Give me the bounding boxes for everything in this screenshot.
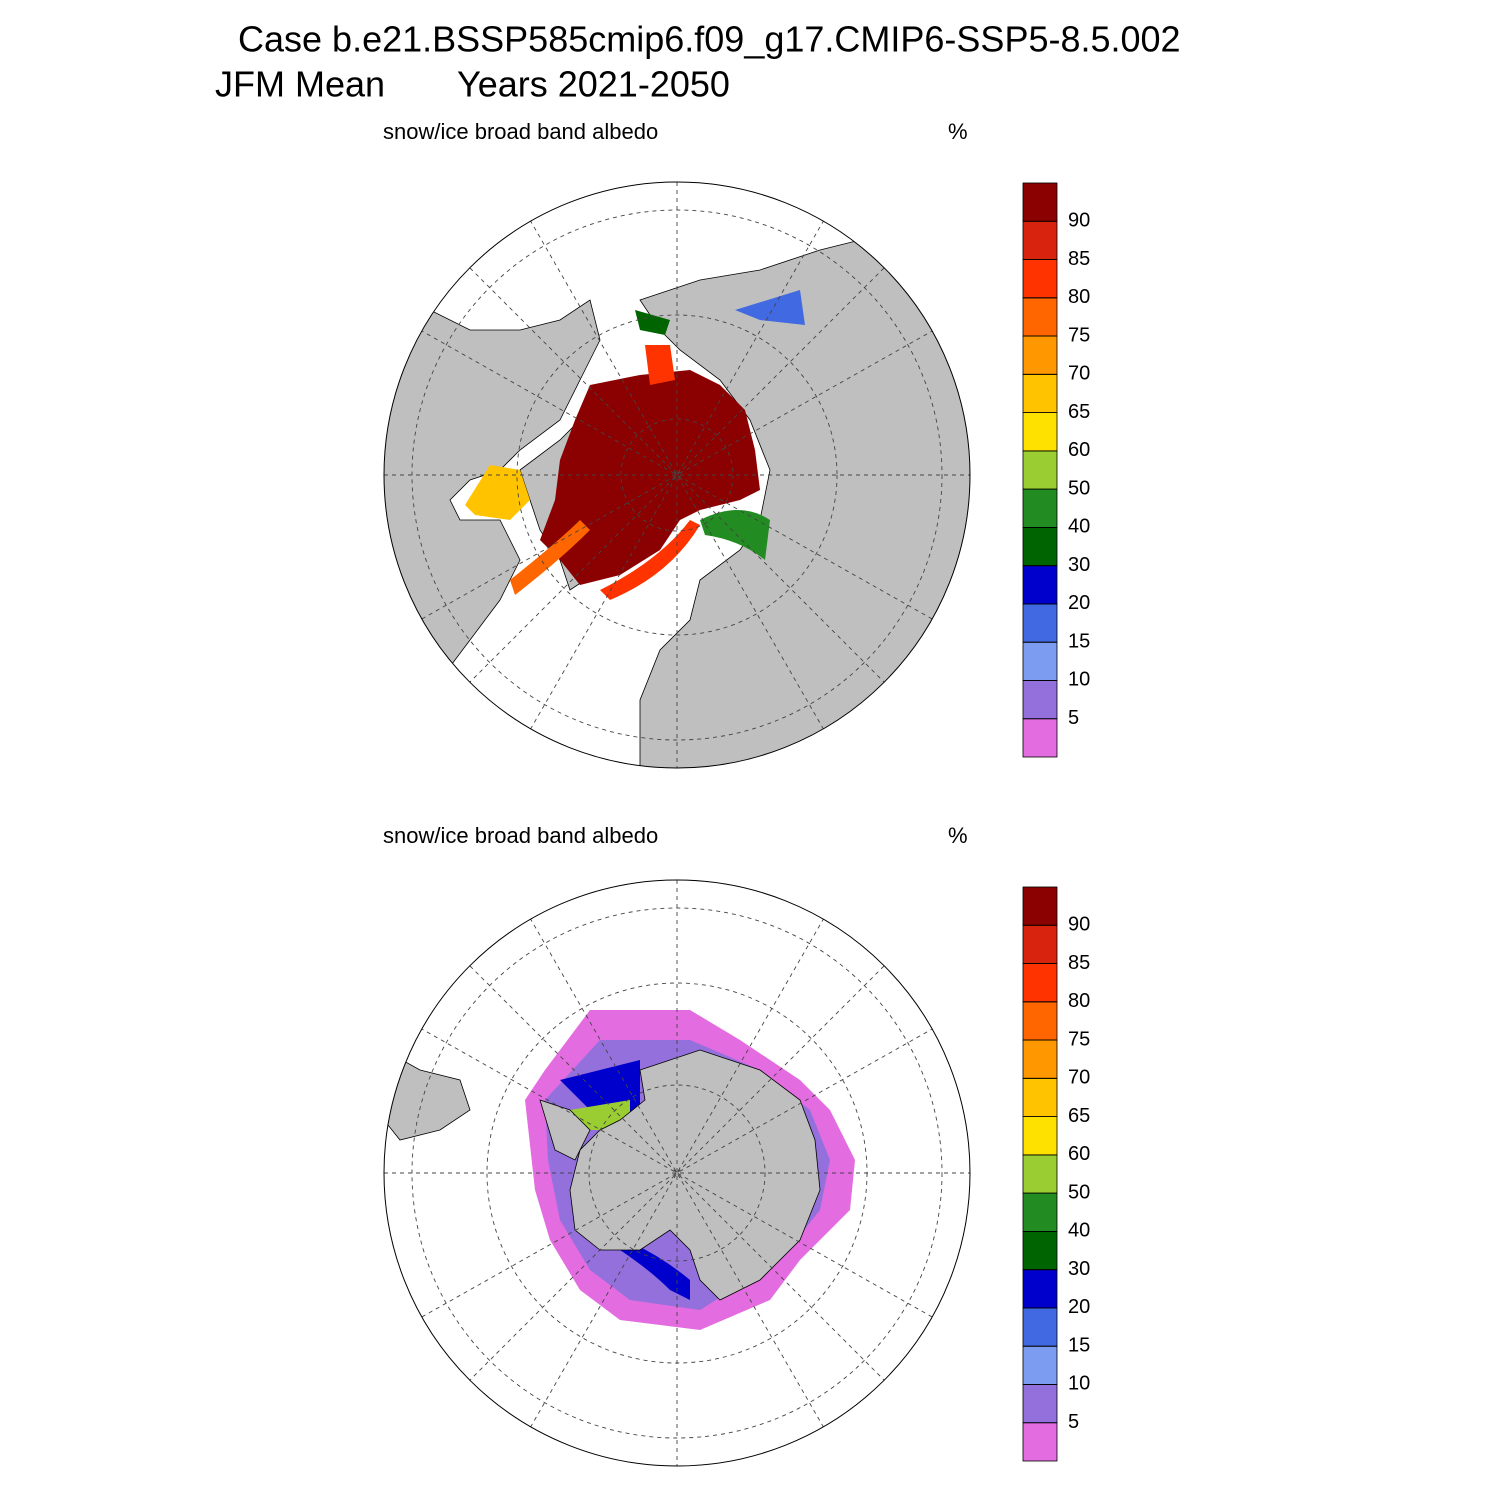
colorbar-box (1022, 450, 1058, 490)
colorbar-box (1022, 220, 1058, 260)
units-label: % (948, 119, 968, 144)
colorbar-box (1022, 412, 1058, 452)
figure-title: Case b.e21.BSSP585cmip6.f09_g17.CMIP6-SS… (238, 19, 1181, 60)
colorbar-box (1022, 182, 1058, 222)
colorbar-box (1022, 335, 1058, 375)
colorbar-label: 70 (1068, 1067, 1090, 1089)
colorbar-label: 85 (1068, 952, 1090, 974)
colorbar-box (1022, 488, 1058, 528)
colorbar-box (1022, 565, 1058, 605)
colorbar-box (1022, 924, 1058, 964)
colorbar-box (1022, 1231, 1058, 1271)
colorbar-label: 5 (1068, 707, 1079, 729)
colorbar-box (1022, 1345, 1058, 1385)
south-map (384, 880, 970, 1466)
colorbar-box (1022, 1001, 1058, 1041)
colorbar-label: 90 (1068, 210, 1090, 232)
colorbar-label: 15 (1068, 630, 1090, 652)
units-label: % (948, 823, 968, 848)
colorbar-label: 10 (1068, 669, 1090, 691)
north-map (384, 182, 970, 768)
colorbar-label: 30 (1068, 554, 1090, 576)
colorbar-label: 15 (1068, 1334, 1090, 1356)
colorbar-label: 85 (1068, 248, 1090, 270)
colorbar-box (1022, 603, 1058, 643)
colorbar-label: 80 (1068, 990, 1090, 1012)
colorbar-box (1022, 1384, 1058, 1424)
colorbar-label: 5 (1068, 1411, 1079, 1433)
colorbar-box (1022, 297, 1058, 337)
colorbar-label: 50 (1068, 477, 1090, 499)
colorbar-box (1022, 259, 1058, 299)
colorbar-label: 70 (1068, 363, 1090, 385)
panel-title: snow/ice broad band albedo (383, 119, 658, 144)
colorbar-label: 20 (1068, 1296, 1090, 1318)
colorbar-label: 75 (1068, 324, 1090, 346)
colorbar-box (1022, 373, 1058, 414)
colorbar-box (1022, 1154, 1058, 1194)
colorbar-box (1022, 1116, 1058, 1156)
colorbar-box (1022, 1269, 1058, 1309)
colorbar-box (1022, 527, 1058, 567)
colorbar-box (1022, 680, 1058, 720)
colorbar-box (1022, 1077, 1058, 1118)
colorbar-box (1022, 718, 1058, 758)
colorbar-box (1022, 963, 1058, 1003)
map-border (383, 181, 971, 769)
colorbar-box (1022, 1192, 1058, 1232)
colorbar-box (1022, 1039, 1058, 1079)
colorbar-label: 60 (1068, 1143, 1090, 1165)
colorbar-label: 65 (1068, 401, 1090, 423)
map-border (383, 879, 971, 1467)
colorbar-box (1022, 641, 1058, 681)
colorbar-label: 10 (1068, 1373, 1090, 1395)
season-label: JFM Mean (215, 64, 385, 105)
colorbar-label: 30 (1068, 1258, 1090, 1280)
colorbar-box (1022, 1422, 1058, 1462)
colorbar-label: 90 (1068, 914, 1090, 936)
colorbar-label: 65 (1068, 1105, 1090, 1127)
colorbar-label: 50 (1068, 1181, 1090, 1203)
colorbar-box (1022, 1307, 1058, 1347)
panel-title: snow/ice broad band albedo (383, 823, 658, 848)
colorbar-label: 40 (1068, 516, 1090, 538)
colorbar-label: 40 (1068, 1220, 1090, 1242)
colorbar-label: 20 (1068, 592, 1090, 614)
colorbar-label: 75 (1068, 1028, 1090, 1050)
colorbar-label: 80 (1068, 286, 1090, 308)
years-label: Years 2021-2050 (457, 64, 730, 105)
colorbar-box (1022, 886, 1058, 926)
colorbar-label: 60 (1068, 439, 1090, 461)
